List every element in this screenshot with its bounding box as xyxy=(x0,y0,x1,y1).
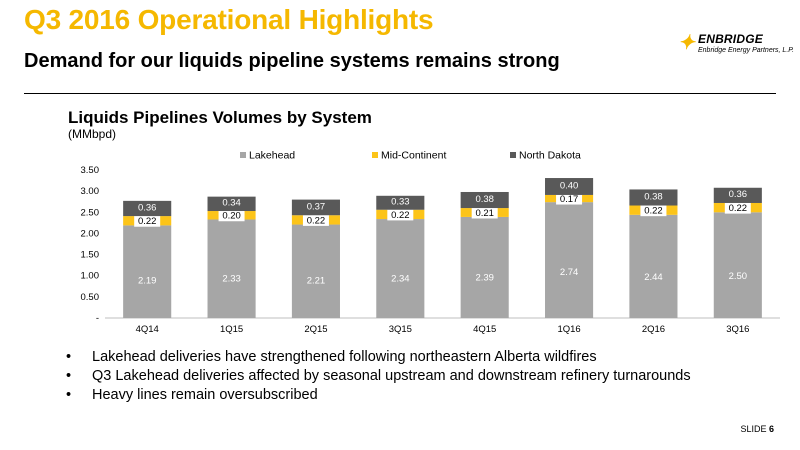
bullet-item: Heavy lines remain oversubscribed xyxy=(66,386,691,405)
y-tick-label: - xyxy=(96,313,99,324)
bar-segment xyxy=(713,187,762,203)
data-label-bg xyxy=(134,215,161,227)
y-tick-label: 3.00 xyxy=(81,186,100,197)
x-tick-label: 2Q16 xyxy=(642,324,665,335)
bullet-item: Lakehead deliveries have strengthened fo… xyxy=(66,348,691,367)
bullet-list: Lakehead deliveries have strengthened fo… xyxy=(66,348,691,405)
data-label: 2.33 xyxy=(222,274,241,285)
bar-segment xyxy=(629,214,678,318)
y-tick-label: 1.00 xyxy=(81,271,100,282)
y-tick-label: 1.50 xyxy=(81,250,100,261)
legend-swatch xyxy=(510,152,516,158)
x-tick-label: 3Q15 xyxy=(389,324,412,335)
data-label-bg xyxy=(724,202,751,214)
bar-segment xyxy=(376,195,425,210)
bar-segment xyxy=(291,199,340,216)
bar-segment xyxy=(123,200,172,217)
bar-segment xyxy=(376,219,425,318)
data-label: 0.37 xyxy=(307,201,326,212)
y-tick-label: 0.50 xyxy=(81,292,100,303)
y-tick-label: 2.00 xyxy=(81,228,100,239)
logo-brand: ENBRIDGE xyxy=(698,32,763,46)
data-label-bg xyxy=(471,207,498,219)
bar-segment xyxy=(713,212,762,318)
legend-swatch xyxy=(240,152,246,158)
data-label: 0.40 xyxy=(560,181,579,192)
slide-label: SLIDE xyxy=(740,424,767,434)
bar-segment xyxy=(545,178,594,195)
data-label-bg xyxy=(640,205,667,217)
x-tick-label: 3Q16 xyxy=(726,324,749,335)
data-label: 2.19 xyxy=(138,276,157,287)
data-label: 2.50 xyxy=(729,271,748,282)
data-label: 0.22 xyxy=(644,206,663,217)
data-label-bg xyxy=(302,214,329,226)
legend-label: North Dakota xyxy=(519,150,581,162)
bar-segment xyxy=(207,196,256,212)
chart-unit-label: (MMbpd) xyxy=(68,127,117,141)
y-tick-label: 3.50 xyxy=(81,165,100,176)
data-label: 0.17 xyxy=(560,194,579,205)
data-label: 0.33 xyxy=(391,196,410,207)
page-subtitle: Demand for our liquids pipeline systems … xyxy=(24,50,560,72)
logo-tagline: Enbridge Energy Partners, L.P. xyxy=(698,47,794,54)
data-label: 0.21 xyxy=(475,208,494,219)
legend-swatch xyxy=(372,152,378,158)
bar-segment xyxy=(629,189,678,206)
bar-segment xyxy=(207,219,256,318)
data-label-bg xyxy=(218,210,245,222)
legend-label: Mid-Continent xyxy=(381,150,446,162)
y-tick-label: 2.50 xyxy=(81,207,100,218)
data-label: 0.38 xyxy=(475,194,494,205)
x-tick-label: 1Q16 xyxy=(557,324,580,335)
x-tick-label: 4Q15 xyxy=(473,324,496,335)
data-label: 0.36 xyxy=(729,189,748,200)
data-label: 2.34 xyxy=(391,273,410,284)
data-label: 0.22 xyxy=(138,216,157,227)
data-label-bg xyxy=(556,193,583,205)
slide-number: SLIDE 6 xyxy=(740,424,774,434)
x-tick-label: 2Q15 xyxy=(304,324,327,335)
data-label: 2.21 xyxy=(307,275,326,286)
data-label: 0.22 xyxy=(729,203,748,214)
chart-title: Liquids Pipelines Volumes by System xyxy=(68,108,372,127)
bullet-item: Q3 Lakehead deliveries affected by seaso… xyxy=(66,367,691,386)
slide-number-value: 6 xyxy=(768,424,774,434)
bar-segment xyxy=(123,225,172,318)
enbridge-logo: ✦ ENBRIDGE Enbridge Energy Partners, L.P… xyxy=(678,28,794,70)
data-label: 0.38 xyxy=(644,191,663,202)
data-label: 0.36 xyxy=(138,202,157,213)
bar-segment xyxy=(291,224,340,318)
data-label: 0.22 xyxy=(307,215,326,226)
page-title: Q3 2016 Operational Highlights xyxy=(24,4,434,35)
legend-label: Lakehead xyxy=(249,150,295,162)
data-label: 2.74 xyxy=(560,267,579,278)
bar-segment xyxy=(460,191,509,209)
header-divider xyxy=(24,93,776,94)
bar-segment xyxy=(460,216,509,318)
x-tick-label: 4Q14 xyxy=(136,324,159,335)
bar-segment xyxy=(545,202,594,318)
data-label: 0.22 xyxy=(391,210,410,221)
data-label: 0.20 xyxy=(222,211,241,222)
data-label-bg xyxy=(387,209,414,221)
stacked-bar-chart: Lakehead Mid-Continent North Dakota - 0.50 1.… xyxy=(81,150,780,335)
enbridge-flame-icon: ✦ xyxy=(678,32,695,54)
data-label: 0.34 xyxy=(222,198,241,209)
x-tick-label: 1Q15 xyxy=(220,324,243,335)
data-label: 2.39 xyxy=(475,273,494,284)
data-label: 2.44 xyxy=(644,272,663,283)
